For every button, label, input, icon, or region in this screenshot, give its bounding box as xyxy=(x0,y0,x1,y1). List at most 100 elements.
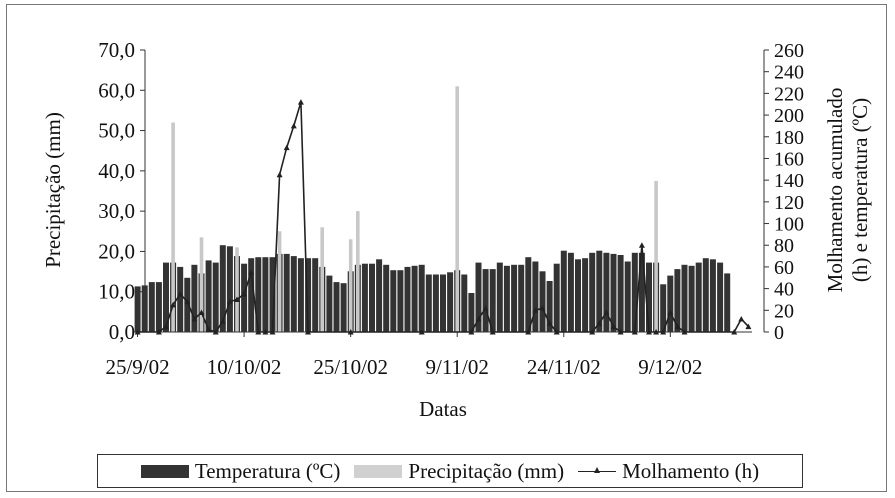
temperature-bar xyxy=(503,265,510,332)
legend-item-temperature: Temperatura (ºC) xyxy=(140,458,341,484)
temperature-bar xyxy=(383,264,390,332)
temperature-bar xyxy=(425,274,432,332)
precipitation-bar xyxy=(171,122,175,332)
wetness-point xyxy=(241,291,248,297)
wetness-point xyxy=(191,316,198,322)
temperature-bar xyxy=(489,269,496,332)
temperature-bar xyxy=(255,257,262,332)
wetness-point xyxy=(603,309,610,315)
temperature-bar xyxy=(603,252,610,332)
right-tick-label: 140 xyxy=(774,170,804,192)
wetness-point xyxy=(198,309,205,315)
wetness-point xyxy=(255,329,262,335)
temperature-bar xyxy=(447,272,454,332)
wetness-point xyxy=(475,316,482,322)
wetness-point xyxy=(219,318,226,324)
temperature-bar xyxy=(134,286,141,332)
temperature-bar xyxy=(184,277,191,332)
temperature-bar xyxy=(575,259,581,332)
right-tick-label: 20 xyxy=(774,300,794,322)
left-tick-label: 20,0 xyxy=(98,239,135,263)
wetness-point xyxy=(667,309,674,315)
precipitation-bar xyxy=(277,231,282,332)
temperature-bar xyxy=(660,284,667,332)
temperature-bar xyxy=(560,250,567,332)
temperature-bar xyxy=(667,275,674,332)
temperature-bar xyxy=(226,246,233,332)
legend-swatch-temperature xyxy=(140,464,189,478)
temperature-bar xyxy=(475,262,482,332)
temperature-bar xyxy=(418,264,425,332)
precipitation-bar xyxy=(235,247,239,332)
temperature-bar xyxy=(582,258,589,332)
precipitation-bar xyxy=(320,227,324,332)
wetness-point xyxy=(347,329,354,335)
wetness-point xyxy=(553,329,560,335)
wetness-point xyxy=(226,298,233,305)
right-axis-title-line2: (h) e temperatura (ºC) xyxy=(848,98,872,282)
temperature-bar xyxy=(262,257,269,332)
wetness-point xyxy=(617,329,624,335)
temperature-bar xyxy=(148,282,155,332)
temperature-bar xyxy=(702,258,709,332)
temperature-bar xyxy=(205,260,212,332)
temperature-bar xyxy=(688,265,695,332)
temperature-bar xyxy=(553,263,560,332)
right-tick-label: 0 xyxy=(774,322,784,344)
temperature-bar xyxy=(432,274,439,332)
right-tick-label: 160 xyxy=(774,148,804,170)
temperature-bar xyxy=(404,266,411,332)
wetness-point xyxy=(418,329,425,335)
temperature-bar xyxy=(717,262,724,332)
left-tick-label: 0,0 xyxy=(109,320,135,344)
temperature-bar xyxy=(361,263,368,332)
temperature-bar xyxy=(461,274,468,332)
temperature-bar xyxy=(440,274,446,332)
temperature-bar xyxy=(297,258,304,332)
x-tick-label: 9/12/02 xyxy=(638,355,702,379)
temperature-bar xyxy=(312,258,319,332)
wetness-point xyxy=(163,323,169,330)
legend-swatch-wetness xyxy=(578,464,617,478)
wetness-point xyxy=(674,323,681,330)
temperature-bar xyxy=(624,261,631,332)
legend-label-temperature: Temperatura (ºC) xyxy=(194,458,341,483)
wetness-point xyxy=(290,122,297,129)
temperature-bar xyxy=(390,270,397,332)
temperature-bar xyxy=(567,252,574,332)
legend-item-wetness: Molhamento (h) xyxy=(578,459,759,484)
temperature-bar xyxy=(617,255,624,332)
temperature-bar xyxy=(163,262,169,332)
x-tick-label: 10/10/02 xyxy=(207,355,282,379)
temperature-bar xyxy=(219,245,226,332)
x-tick-label: 25/9/02 xyxy=(105,355,169,379)
temperature-bar xyxy=(681,264,688,332)
wetness-point xyxy=(546,320,553,326)
temperature-bar xyxy=(596,250,603,332)
temperature-bar xyxy=(646,262,652,332)
wetness-point xyxy=(482,305,489,311)
wetness-point xyxy=(596,320,603,326)
temperature-bar xyxy=(177,266,184,332)
wetness-point xyxy=(269,329,276,335)
legend-label-precipitation: Precipitação (mm) xyxy=(408,458,565,483)
chart-frame xyxy=(6,4,887,492)
temperature-bar xyxy=(631,252,638,332)
wetness-point xyxy=(738,316,745,322)
right-tick-label: 60 xyxy=(774,257,794,279)
temperature-bar xyxy=(333,282,340,332)
right-tick-label: 220 xyxy=(774,83,804,105)
wetness-point xyxy=(638,242,645,248)
right-tick-label: 100 xyxy=(774,214,804,236)
wetness-point xyxy=(525,329,532,335)
temperature-bar xyxy=(269,257,276,332)
legend-swatch-precipitation xyxy=(354,464,403,478)
legend: Temperatura (ºC) Precipitação (mm) Molha… xyxy=(97,454,803,488)
wetness-point xyxy=(731,329,738,335)
temperature-bar xyxy=(610,253,617,332)
temperature-bar xyxy=(248,258,255,332)
wetness-point xyxy=(155,329,162,335)
temperature-bar xyxy=(482,269,489,332)
wetness-point xyxy=(184,298,191,305)
wetness-point xyxy=(745,323,752,330)
